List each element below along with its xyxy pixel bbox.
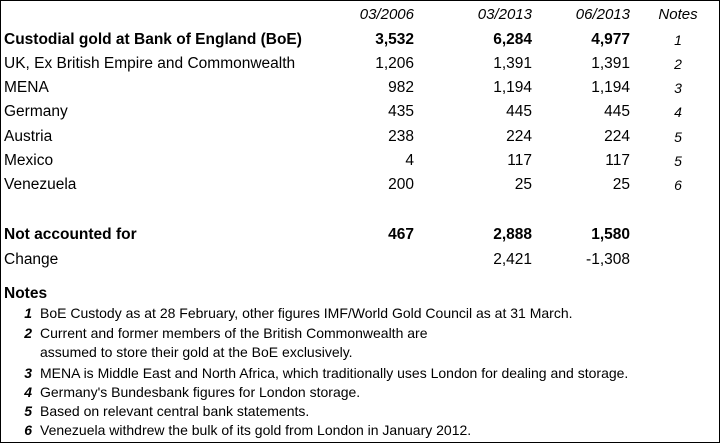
footnote-number: 4 <box>24 384 32 400</box>
footnote: 1 BoE Custody as at 28 February, other f… <box>0 305 720 325</box>
footnote-number: 2 <box>24 325 32 341</box>
cell-03-2013: 2,421 <box>493 251 532 268</box>
cell-06-2013: 4,977 <box>591 31 630 48</box>
cell-note: 4 <box>674 104 682 120</box>
cell-06-2013: 25 <box>612 176 630 193</box>
table-row-mena: MENA 982 1,194 1,194 3 <box>0 79 720 101</box>
footnote-number: 1 <box>24 305 32 321</box>
footnote: 3 MENA is Middle East and North Africa, … <box>0 365 720 385</box>
footnote-number: 3 <box>24 365 32 381</box>
table-row-custodial-gold: Custodial gold at Bank of England (BoE) … <box>0 31 720 53</box>
table-row-germany: Germany 435 445 445 4 <box>0 103 720 125</box>
footnote-number: 6 <box>24 422 32 438</box>
cell-03-2013: 25 <box>514 176 532 193</box>
table-row-mexico: Mexico 4 117 117 5 <box>0 152 720 174</box>
cell-03-2013: 224 <box>506 128 532 145</box>
table-row-uk-commonwealth: UK, Ex British Empire and Commonwealth 1… <box>0 55 720 77</box>
cell-03-2006: 467 <box>388 226 414 243</box>
cell-06-2013: 445 <box>604 103 630 120</box>
row-label: Not accounted for <box>4 226 137 243</box>
cell-note: 1 <box>674 32 682 48</box>
footnote: assumed to store their gold at the BoE e… <box>0 344 720 364</box>
notes-heading: Notes <box>4 285 48 302</box>
footnote: 2 Current and former members of the Brit… <box>0 325 720 345</box>
row-label: Mexico <box>4 152 54 169</box>
table-row-austria: Austria 238 224 224 5 <box>0 128 720 150</box>
footnote-text: Germany's Bundesbank figures for London … <box>40 384 361 400</box>
cell-03-2013: 445 <box>506 103 532 120</box>
footnote-text: BoE Custody as at 28 February, other fig… <box>40 305 573 321</box>
row-label: MENA <box>4 79 49 96</box>
column-header-03-2013: 03/2013 <box>477 6 532 23</box>
cell-03-2006: 238 <box>388 128 414 145</box>
footnote-text: MENA is Middle East and North Africa, wh… <box>40 365 629 381</box>
footnote-text: Current and former members of the Britis… <box>40 325 428 341</box>
footnote-text: Venezuela withdrew the bulk of its gold … <box>40 422 472 438</box>
cell-06-2013: -1,308 <box>586 251 630 268</box>
row-label: Venezuela <box>4 176 77 193</box>
cell-03-2013: 6,284 <box>493 31 532 48</box>
footnote: 6 Venezuela withdrew the bulk of its gol… <box>0 422 720 442</box>
cell-03-2013: 117 <box>507 152 532 169</box>
row-label: Germany <box>4 103 68 120</box>
cell-06-2013: 1,580 <box>591 226 630 243</box>
cell-03-2013: 1,194 <box>493 79 532 96</box>
cell-note: 5 <box>674 129 682 145</box>
row-label: UK, Ex British Empire and Commonwealth <box>4 55 296 72</box>
table-row-change: Change 2,421 -1,308 <box>0 251 720 273</box>
column-header-notes: Notes <box>658 6 698 23</box>
cell-03-2013: 1,391 <box>493 55 532 72</box>
cell-note: 2 <box>674 56 682 72</box>
cell-03-2006: 3,532 <box>375 31 414 48</box>
cell-06-2013: 1,391 <box>591 55 630 72</box>
row-label: Custodial gold at Bank of England (BoE) <box>4 31 302 48</box>
footnote: 5 Based on relevant central bank stateme… <box>0 403 720 423</box>
column-header-row: 03/2006 03/2013 06/2013 Notes <box>0 6 720 28</box>
cell-03-2006: 4 <box>405 152 414 169</box>
table-row-venezuela: Venezuela 200 25 25 6 <box>0 176 720 198</box>
cell-03-2013: 2,888 <box>493 226 532 243</box>
table-row-not-accounted: Not accounted for 467 2,888 1,580 <box>0 226 720 248</box>
cell-note: 3 <box>674 80 682 96</box>
footnote-text: Based on relevant central bank statement… <box>40 403 310 419</box>
cell-06-2013: 224 <box>604 128 630 145</box>
cell-03-2006: 435 <box>388 103 414 120</box>
cell-06-2013: 1,194 <box>591 79 630 96</box>
cell-note: 5 <box>674 153 682 169</box>
column-header-06-2013: 06/2013 <box>575 6 630 23</box>
footnote-text: assumed to store their gold at the BoE e… <box>40 344 353 360</box>
footnote: 4 Germany's Bundesbank figures for Londo… <box>0 384 720 404</box>
cell-03-2006: 200 <box>388 176 414 193</box>
footnote-number: 5 <box>24 403 32 419</box>
cell-note: 6 <box>674 177 682 193</box>
row-label: Austria <box>4 128 53 145</box>
cell-03-2006: 982 <box>388 79 414 96</box>
cell-03-2006: 1,206 <box>375 55 414 72</box>
cell-06-2013: 117 <box>605 152 630 169</box>
column-header-03-2006: 03/2006 <box>359 6 414 23</box>
row-label: Change <box>4 251 59 268</box>
